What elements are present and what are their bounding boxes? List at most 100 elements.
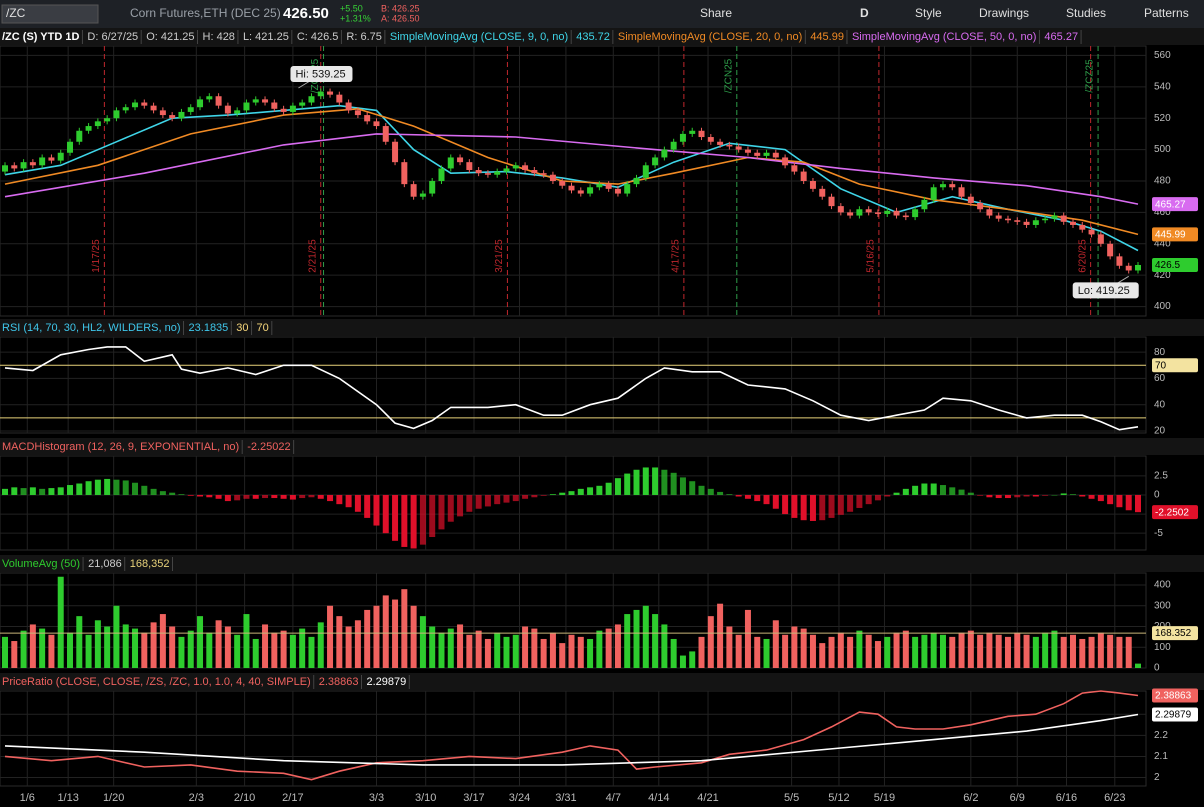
volume-bar <box>902 630 909 668</box>
volume-bar <box>262 624 269 668</box>
candle <box>94 121 101 127</box>
histogram-bar <box>865 494 872 505</box>
histogram-bar <box>94 479 101 495</box>
volume-bar <box>187 630 194 668</box>
button[interactable]: Style <box>915 6 942 20</box>
candle <box>1135 264 1141 271</box>
histogram-bar <box>967 492 974 495</box>
value-box-label: 2.29879 <box>1155 710 1192 721</box>
button[interactable]: Share <box>700 6 732 20</box>
histogram-bar <box>215 494 222 499</box>
volume-bar <box>48 634 55 668</box>
header-item: -2.25022 <box>247 441 290 453</box>
histogram-bar <box>29 487 36 495</box>
candle <box>289 105 296 112</box>
volume-bar <box>419 616 426 668</box>
histogram-bar <box>187 494 194 496</box>
volume-bar <box>1004 636 1011 668</box>
y-tick-label: 560 <box>1154 50 1171 61</box>
histogram-bar <box>837 494 844 515</box>
candle <box>29 162 36 166</box>
candle <box>977 202 984 210</box>
y-tick-label: 60 <box>1154 373 1166 384</box>
y-tick-label: 2.2 <box>1154 730 1168 741</box>
candle <box>744 149 751 153</box>
candle <box>958 187 965 197</box>
candle <box>837 206 844 213</box>
volume-bar <box>782 634 789 668</box>
histogram-bar <box>707 488 714 495</box>
volume-bar <box>698 636 705 668</box>
histogram-bar <box>382 494 389 534</box>
volume-bar <box>986 632 993 668</box>
event-label: /ZCZ25 <box>1085 59 1096 93</box>
y-tick-label: 500 <box>1154 144 1171 155</box>
callout-box <box>1072 282 1139 299</box>
volume-bar <box>39 628 46 668</box>
x-tick-label: 3/31 <box>555 792 576 804</box>
volume-bar <box>206 632 213 668</box>
volume-bar <box>113 605 120 668</box>
header-item: 168,352 <box>130 558 170 570</box>
histogram-bar <box>958 489 965 495</box>
line <box>4 107 1139 236</box>
histogram-bar <box>679 477 686 495</box>
volume-bar <box>29 624 36 668</box>
x-tick-label: 6/9 <box>1010 792 1025 804</box>
volume-bar <box>531 628 538 668</box>
panel-header <box>0 555 1204 572</box>
header-item: 70 <box>257 322 269 334</box>
volume-bar <box>299 628 306 668</box>
change-pct: +1.31% <box>340 13 371 23</box>
candle <box>197 99 204 108</box>
button[interactable]: Drawings <box>979 6 1029 20</box>
histogram-bar <box>559 492 566 495</box>
callout-label: Lo: 419.25 <box>1078 285 1130 297</box>
ask: A: 426.50 <box>381 13 420 23</box>
candle <box>605 184 612 189</box>
button[interactable]: Patterns <box>1144 6 1189 20</box>
y-tick-label: 100 <box>1154 642 1171 653</box>
histogram-bar <box>1125 494 1132 511</box>
histogram-bar <box>874 494 881 501</box>
value-box-label: 168.352 <box>1155 628 1192 639</box>
volume-bar <box>447 628 454 668</box>
header-item: D: 6/27/25 <box>87 31 138 43</box>
symbol[interactable]: /ZC <box>6 6 26 20</box>
histogram-bar <box>782 494 789 515</box>
x-tick-label: 2/17 <box>282 792 303 804</box>
histogram-bar <box>605 482 612 495</box>
candle <box>262 99 269 103</box>
x-tick-label: 4/21 <box>697 792 718 804</box>
volume-bar <box>596 630 603 668</box>
panel-header <box>0 438 1204 455</box>
volume-bar <box>410 605 417 668</box>
histogram-bar <box>457 494 464 517</box>
y-tick-label: 440 <box>1154 238 1171 249</box>
candle <box>735 146 742 150</box>
volume-bar <box>670 638 677 668</box>
panel-header <box>0 673 1204 690</box>
histogram-bar <box>986 494 993 498</box>
event-label: 1/17/25 <box>91 239 102 273</box>
volume-bar <box>122 624 129 668</box>
button[interactable]: D <box>860 6 869 20</box>
volume-bar <box>67 632 74 668</box>
volume-bar <box>809 634 816 668</box>
y-tick-label: 400 <box>1154 301 1171 312</box>
histogram-bar <box>902 488 909 495</box>
change: +5.50 <box>340 3 363 13</box>
panel <box>0 455 1147 551</box>
button[interactable]: Studies <box>1066 6 1106 20</box>
symbol-input[interactable] <box>1 4 99 24</box>
candle <box>670 141 677 150</box>
candle <box>159 110 166 116</box>
candle <box>531 170 538 174</box>
volume-bar <box>141 632 148 668</box>
candle <box>150 105 157 111</box>
histogram-bar <box>392 494 399 541</box>
histogram-bar <box>540 494 547 496</box>
candle <box>141 102 148 106</box>
volume-bar <box>224 626 231 668</box>
